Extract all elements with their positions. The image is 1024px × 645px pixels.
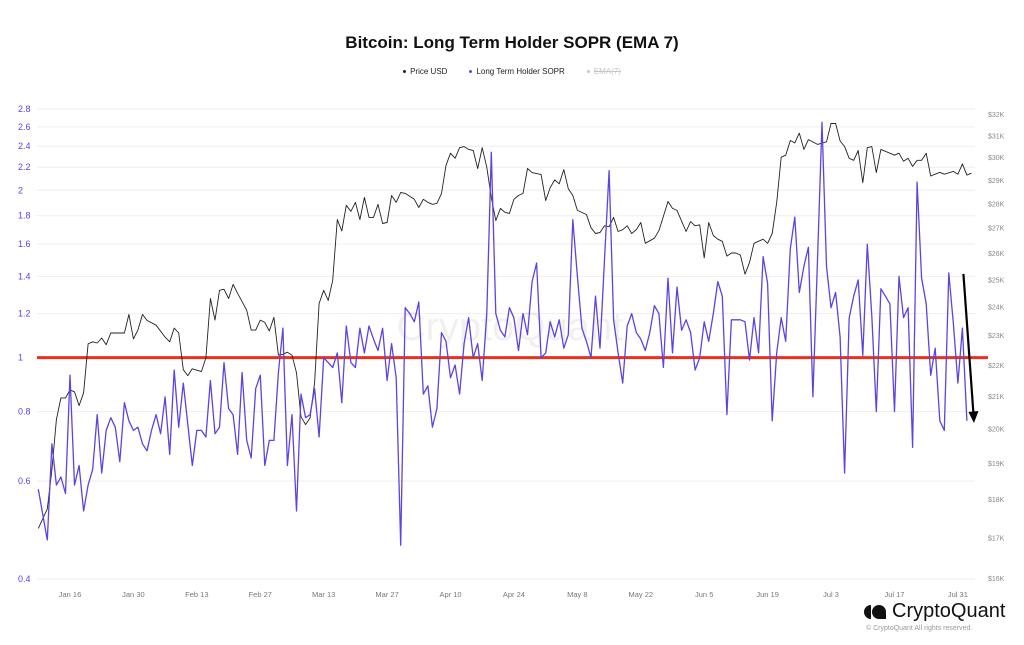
- y-left-tick-label: 2.2: [18, 162, 31, 172]
- legend-item-ema[interactable]: EMA(7): [586, 67, 621, 76]
- legend: Price USD Long Term Holder SOPR EMA(7): [0, 67, 1024, 76]
- legend-dot-icon: [469, 70, 473, 73]
- annotation-arrowhead-icon: [968, 410, 979, 423]
- y-left-tick-label: 1.8: [18, 211, 31, 221]
- y-right-tick-label: $19K: [988, 461, 1005, 468]
- y-right-tick-label: $30K: [988, 155, 1005, 162]
- x-tick-label: Mar 27: [375, 590, 398, 599]
- sopr-series-line: [37, 121, 968, 546]
- y-left-tick-label: 1.6: [18, 239, 31, 249]
- x-tick-label: Jul 3: [823, 590, 839, 599]
- y-right-tick-label: $16K: [988, 576, 1005, 583]
- legend-dot-icon: [403, 70, 407, 73]
- cryptoquant-logo: CryptoQuant: [864, 600, 1005, 623]
- y-left-tick-label: 2.4: [18, 141, 31, 151]
- x-tick-label: May 22: [628, 590, 653, 599]
- y-left-tick-label: 0.4: [18, 574, 31, 584]
- legend-item-sopr[interactable]: Long Term Holder SOPR: [469, 67, 565, 76]
- y-left-tick-label: 2.6: [18, 122, 31, 132]
- legend-label: EMA(7): [593, 67, 621, 76]
- annotation-arrow-icon: [962, 273, 975, 415]
- y-left-tick-label: 2.8: [18, 104, 31, 114]
- y-right-tick-label: $21K: [988, 394, 1005, 401]
- y-right-tick-label: $31K: [988, 133, 1005, 140]
- watermark: CryptoQuant: [397, 305, 624, 349]
- x-tick-label: Apr 24: [503, 590, 525, 599]
- y-left-tick-label: 1: [18, 353, 23, 363]
- y-right-tick-label: $32K: [988, 112, 1005, 119]
- legend-label: Price USD: [410, 67, 448, 76]
- y-right-tick-label: $22K: [988, 363, 1005, 370]
- legend-dot-icon: [586, 70, 590, 73]
- y-right-tick-label: $26K: [988, 251, 1005, 258]
- cryptoquant-logo-icon: [864, 604, 886, 619]
- x-tick-label: Feb 13: [185, 590, 208, 599]
- legend-label: Long Term Holder SOPR: [476, 67, 565, 76]
- x-tick-label: Jul 31: [948, 590, 968, 599]
- y-right-tick-label: $29K: [988, 178, 1005, 185]
- y-right-tick-label: $28K: [988, 201, 1005, 208]
- x-tick-label: Jan 16: [59, 590, 82, 599]
- y-right-tick-label: $24K: [988, 305, 1005, 312]
- y-right-tick-label: $23K: [988, 333, 1005, 340]
- logo-text: CryptoQuant: [892, 600, 1006, 622]
- x-tick-label: Jun 5: [695, 590, 713, 599]
- y-right-tick-label: $20K: [988, 427, 1005, 434]
- y-right-tick-label: $25K: [988, 277, 1005, 284]
- y-left-tick-label: 0.8: [18, 407, 31, 417]
- legend-item-price[interactable]: Price USD: [403, 67, 447, 76]
- x-tick-label: Jul 17: [884, 590, 904, 599]
- y-right-tick-label: $17K: [988, 535, 1005, 542]
- y-right-tick-label: $27K: [988, 226, 1005, 233]
- x-tick-label: Jan 30: [122, 590, 145, 599]
- price-series-line: [37, 123, 972, 529]
- x-tick-label: Mar 13: [312, 590, 335, 599]
- y-left-tick-label: 1.4: [18, 271, 31, 281]
- y-left-tick-label: 1.2: [18, 309, 31, 319]
- x-tick-label: Apr 10: [439, 590, 461, 599]
- x-tick-label: May 8: [567, 590, 587, 599]
- y-right-tick-label: $18K: [988, 497, 1005, 504]
- chart-title: Bitcoin: Long Term Holder SOPR (EMA 7): [345, 33, 679, 52]
- y-left-tick-label: 2: [18, 185, 23, 195]
- x-tick-label: Feb 27: [249, 590, 272, 599]
- y-left-tick-label: 0.6: [18, 476, 31, 486]
- x-tick-label: Jun 19: [756, 590, 779, 599]
- copyright: © CryptoQuant All rights reserved.: [866, 625, 973, 632]
